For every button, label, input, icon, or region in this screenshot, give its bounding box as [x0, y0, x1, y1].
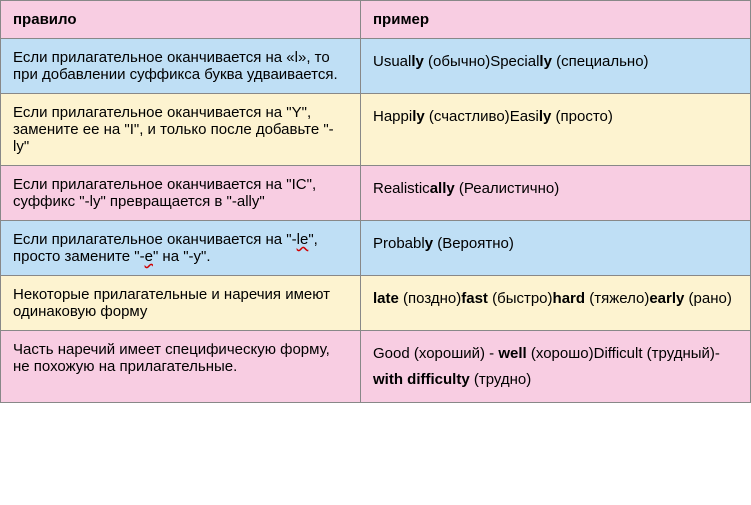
- example-cell: Probably (Вероятно): [361, 221, 751, 276]
- example-cell: Good (хороший) - well (хорошо)Difficult …: [361, 331, 751, 403]
- table-header-row: правило пример: [1, 1, 751, 39]
- example-cell: Usually (обычно)Specially (специально): [361, 39, 751, 94]
- rule-cell: Если прилагательное оканчивается на "-le…: [1, 221, 361, 276]
- example-line: hard (тяжело): [553, 290, 650, 307]
- example-line: Usually (обычно): [373, 53, 490, 70]
- table-row: Часть наречий имеет специфическую форму,…: [1, 331, 751, 403]
- example-line: Happily (счастливо): [373, 108, 510, 125]
- table-row: Некоторые прилагательные и наречия имеют…: [1, 276, 751, 331]
- rule-cell: Некоторые прилагательные и наречия имеют…: [1, 276, 361, 331]
- table-row: Если прилагательное оканчивается на "Y",…: [1, 94, 751, 166]
- example-line: early (рано): [649, 290, 732, 307]
- rule-cell: Часть наречий имеет специфическую форму,…: [1, 331, 361, 403]
- example-cell: late (поздно)fast (быстро)hard (тяжело)e…: [361, 276, 751, 331]
- example-line: Good (хороший) - well (хорошо): [373, 345, 594, 362]
- rule-cell: Если прилагательное оканчивается на «l»,…: [1, 39, 361, 94]
- header-rule: правило: [1, 1, 361, 39]
- example-line: Easily (просто): [510, 108, 613, 125]
- example-line: Probably (Вероятно): [373, 235, 514, 252]
- example-line: Realistically (Реалистично): [373, 180, 559, 197]
- table-row: Если прилагательное оканчивается на "-le…: [1, 221, 751, 276]
- example-line: late (поздно): [373, 290, 461, 307]
- example-line: Specially (специально): [490, 53, 648, 70]
- example-cell: Happily (счастливо)Easily (просто): [361, 94, 751, 166]
- rule-cell: Если прилагательное оканчивается на "Y",…: [1, 94, 361, 166]
- table-body: Если прилагательное оканчивается на «l»,…: [1, 39, 751, 403]
- rule-cell: Если прилагательное оканчивается на "IC"…: [1, 166, 361, 221]
- example-cell: Realistically (Реалистично): [361, 166, 751, 221]
- table-row: Если прилагательное оканчивается на «l»,…: [1, 39, 751, 94]
- table-row: Если прилагательное оканчивается на "IC"…: [1, 166, 751, 221]
- grammar-table: правило пример Если прилагательное оканч…: [0, 0, 751, 403]
- example-line: fast (быстро): [461, 290, 552, 307]
- header-example: пример: [361, 1, 751, 39]
